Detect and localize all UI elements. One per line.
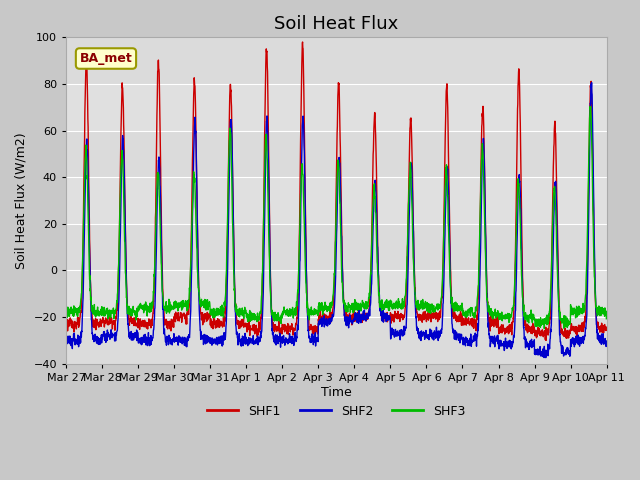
SHF3 xyxy=(62,313,70,319)
SHF3 xyxy=(213,312,221,318)
SHF2 xyxy=(352,310,360,315)
Legend: SHF1, SHF2, SHF3: SHF1, SHF2, SHF3 xyxy=(202,400,470,423)
SHF1 xyxy=(299,39,307,45)
SHF2 xyxy=(588,80,595,85)
SHF1 xyxy=(62,324,70,330)
Text: BA_met: BA_met xyxy=(79,52,132,65)
Bar xyxy=(66,317,607,364)
SHF3 xyxy=(364,305,371,311)
SHF2 xyxy=(542,355,550,360)
Line: SHF3: SHF3 xyxy=(66,107,606,329)
X-axis label: Time: Time xyxy=(321,385,352,398)
SHF1 xyxy=(213,321,221,326)
SHF2 xyxy=(602,338,610,344)
SHF1 xyxy=(542,337,550,343)
SHF2 xyxy=(62,341,70,347)
SHF1 xyxy=(352,315,360,321)
SHF3 xyxy=(493,313,501,319)
SHF2 xyxy=(570,336,578,341)
Line: SHF2: SHF2 xyxy=(66,83,606,358)
SHF3 xyxy=(602,316,610,322)
Line: SHF1: SHF1 xyxy=(66,42,606,340)
SHF1 xyxy=(493,324,501,330)
SHF3 xyxy=(586,104,594,109)
Y-axis label: Soil Heat Flux (W/m2): Soil Heat Flux (W/m2) xyxy=(15,132,28,269)
SHF1 xyxy=(602,324,610,330)
SHF2 xyxy=(493,337,501,343)
Title: Soil Heat Flux: Soil Heat Flux xyxy=(274,15,399,33)
SHF3 xyxy=(540,326,548,332)
SHF1 xyxy=(364,316,371,322)
SHF2 xyxy=(364,314,371,320)
Bar xyxy=(66,131,607,177)
SHF3 xyxy=(555,303,563,309)
SHF1 xyxy=(570,324,578,330)
Bar xyxy=(66,37,607,84)
Bar xyxy=(66,224,607,270)
SHF3 xyxy=(570,306,578,312)
SHF2 xyxy=(213,335,221,340)
SHF3 xyxy=(352,299,360,305)
SHF2 xyxy=(555,308,563,313)
SHF1 xyxy=(556,305,563,311)
